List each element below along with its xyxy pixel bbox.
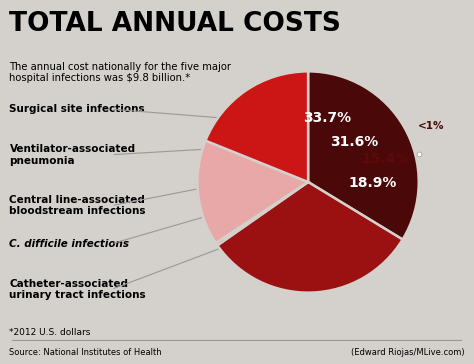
Text: 31.6%: 31.6% [330, 135, 379, 150]
Text: 15.4%: 15.4% [361, 152, 410, 166]
Wedge shape [205, 71, 308, 182]
Wedge shape [308, 71, 419, 240]
Text: TOTAL ANNUAL COSTS: TOTAL ANNUAL COSTS [9, 11, 341, 37]
Wedge shape [216, 182, 308, 245]
Text: Surgical site infections: Surgical site infections [9, 104, 145, 114]
Text: Source: National Institutes of Health: Source: National Institutes of Health [9, 348, 162, 357]
Text: *2012 U.S. dollars: *2012 U.S. dollars [9, 328, 91, 337]
Text: Ventilator-associated
pneumonia: Ventilator-associated pneumonia [9, 144, 136, 166]
Text: <1%: <1% [418, 121, 444, 131]
Text: 18.9%: 18.9% [348, 175, 396, 190]
Text: 33.7%: 33.7% [303, 111, 351, 126]
Text: The annual cost nationally for the five major
hospital infections was $9.8 billi: The annual cost nationally for the five … [9, 62, 231, 83]
Wedge shape [218, 182, 402, 293]
Text: Central line-associated
bloodstream infections: Central line-associated bloodstream infe… [9, 195, 146, 217]
Text: C. difficile infections: C. difficile infections [9, 239, 129, 249]
Text: Catheter-associated
urinary tract infections: Catheter-associated urinary tract infect… [9, 278, 146, 300]
Wedge shape [198, 141, 308, 243]
Text: (Edward Riojas/MLive.com): (Edward Riojas/MLive.com) [351, 348, 465, 357]
